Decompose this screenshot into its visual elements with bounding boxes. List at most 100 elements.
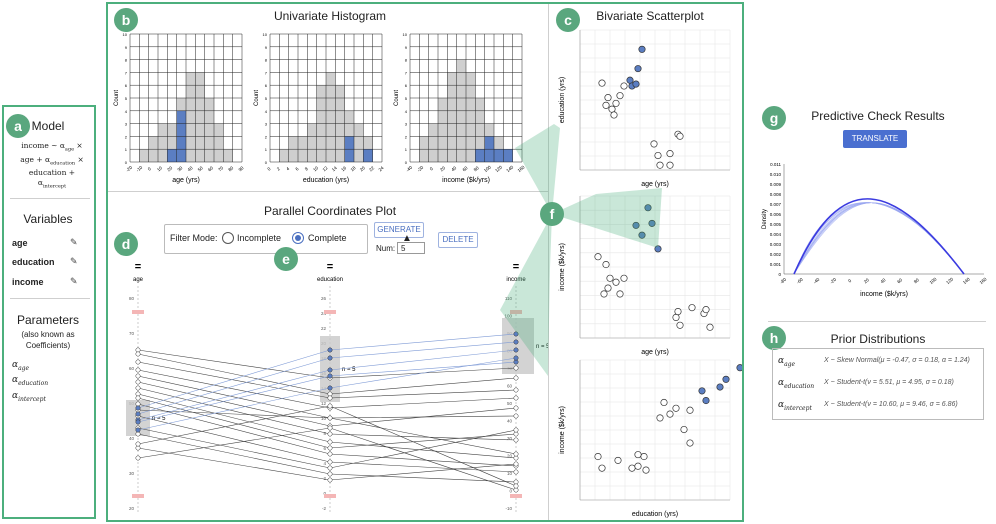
delete-button[interactable]: DELETE (438, 232, 478, 248)
pcp-point (327, 391, 333, 397)
x-tick-label: 60 (896, 277, 903, 284)
scatter-point-selected (698, 387, 706, 395)
pencil-icon[interactable]: ✎ (70, 276, 78, 286)
pcp-point (513, 455, 519, 461)
y-tick-label: 0.001 (770, 262, 782, 267)
histogram-bar-selected (475, 149, 485, 162)
pcp-point (513, 479, 519, 485)
pcp-point (135, 351, 141, 357)
pcp-point (513, 331, 519, 337)
y-tick-label: 0.002 (770, 252, 782, 257)
histogram-title: Univariate Histogram (273, 9, 387, 23)
density-sample-curve (793, 202, 965, 275)
variable-education[interactable]: education (12, 257, 55, 267)
scatter-point (600, 290, 608, 298)
x-tick-label: 30 (176, 165, 183, 172)
variables-title: Variables (23, 212, 73, 226)
variable-income[interactable]: income (12, 277, 44, 287)
parameter-age[interactable]: αage (12, 360, 30, 372)
x-tick-label: 20 (166, 165, 173, 172)
pcp-point (135, 455, 141, 461)
axis-tick-label: 60 (507, 384, 513, 389)
variable-age[interactable]: age (12, 238, 28, 248)
scatterplot: age (yrs) education (yrs) (559, 29, 731, 188)
translate-button[interactable]: TRANSLATE (843, 130, 907, 148)
pcp-point (513, 427, 519, 433)
scatter-point-selected (716, 383, 724, 391)
scatter-point (666, 150, 674, 158)
prior-symbol-intercept: αintercept (778, 400, 812, 412)
parameter-intercept[interactable]: αintercept (12, 391, 46, 403)
radio-complete[interactable] (292, 232, 304, 244)
scatter-point (686, 439, 694, 447)
pcp-point (513, 347, 519, 353)
x-tick-label: 90 (238, 165, 245, 172)
x-tick-label: 120 (945, 276, 954, 285)
count-axis-label: Count (114, 90, 120, 106)
scatter-point-selected (644, 204, 652, 212)
pcp-title: Parallel Coordinates Plot (263, 204, 397, 218)
generate-button[interactable]: GENERATE (374, 222, 424, 238)
x-tick-label: 160 (979, 276, 988, 285)
radio-complete-label[interactable]: Complete (308, 233, 347, 243)
density-sample-curve (793, 202, 965, 275)
scatter-point-selected (648, 219, 656, 227)
y-tick-label: 0 (405, 160, 408, 165)
prior-text-intercept: X ~ Student-t(ν = 10.60, μ = 9.46, σ = 6… (824, 401, 958, 408)
histogram-bar-selected (494, 149, 504, 162)
y-tick-label: 7 (405, 70, 408, 75)
density-sample-curve (793, 202, 965, 275)
x-tick-label: 6 (294, 166, 300, 172)
histogram-bar (428, 123, 438, 162)
x-tick-label: 140 (962, 276, 971, 285)
axis-tick-label: 30 (507, 436, 513, 441)
scatter-point (706, 323, 714, 331)
pcp-point (327, 459, 333, 465)
pcp-point (327, 415, 333, 421)
x-axis-label: age (yrs) (641, 349, 669, 356)
badge-b: b (114, 8, 138, 32)
x-tick-label: 12 (322, 165, 329, 172)
axis-max-marker (510, 310, 522, 314)
y-axis-label: education (yrs) (559, 77, 566, 123)
x-tick-label: 80 (913, 277, 920, 284)
radio-incomplete[interactable] (222, 232, 234, 244)
pcp-point (135, 427, 141, 433)
y-tick-label: 3 (265, 122, 268, 127)
pencil-icon[interactable]: ✎ (70, 237, 78, 247)
scatter-point (702, 306, 710, 314)
y-tick-label: 0 (778, 272, 781, 277)
scatter-point (612, 278, 620, 286)
radio-incomplete-label[interactable]: Incomplete (237, 233, 282, 243)
scatter-point (606, 274, 614, 282)
brush-count-label: n = 5 (342, 367, 356, 373)
connector-to-hist (515, 124, 560, 214)
pcp-point (513, 431, 519, 437)
scatter-point (602, 101, 610, 109)
num-input[interactable]: 5 (397, 242, 425, 254)
axis-tick-label: 0 (323, 491, 326, 496)
x-tick-label: -20 (416, 165, 425, 173)
pcp-line (137, 393, 517, 459)
prior-symbol-education: αeducation (778, 378, 815, 390)
scatter-point (656, 161, 664, 169)
y-tick-label: 4 (405, 109, 408, 114)
x-tick-label: -20 (829, 277, 838, 285)
pcp-point (327, 395, 333, 401)
pcp-point (327, 465, 333, 471)
scatter-point (604, 284, 612, 292)
y-tick-label: 9 (265, 45, 268, 50)
pencil-icon[interactable]: ✎ (70, 256, 78, 266)
pcp-point (327, 385, 333, 391)
y-tick-label: 4 (265, 109, 268, 114)
axis-label: age (133, 277, 144, 283)
parameter-education[interactable]: αeducation (12, 375, 49, 387)
scatter-point (612, 99, 620, 107)
badge-h: h (762, 326, 786, 350)
connector-to-pcp (500, 214, 552, 376)
x-tick-label: -40 (812, 277, 821, 285)
badge-d: d (114, 232, 138, 256)
y-tick-label: 2 (125, 134, 128, 139)
